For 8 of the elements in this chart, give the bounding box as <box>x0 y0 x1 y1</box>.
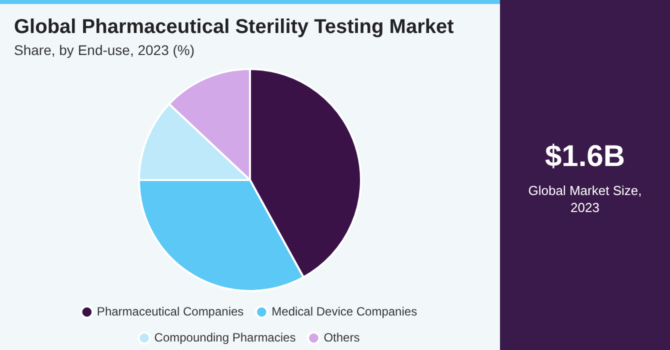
text: Global Market Size, 2023 <box>527 182 643 216</box>
legend-label: Compounding Pharmacies <box>154 330 296 344</box>
legend-label: Others <box>324 330 360 344</box>
legend-label: Medical Device Companies <box>272 304 418 318</box>
text: $1.6B <box>544 140 626 174</box>
chart-subtitle: Share, by End-use, 2023 (%) <box>14 42 195 58</box>
legend-label: Pharmaceutical Companies <box>96 304 244 318</box>
chart-title: Global Pharmaceutical Sterility Testing Market <box>14 16 454 39</box>
